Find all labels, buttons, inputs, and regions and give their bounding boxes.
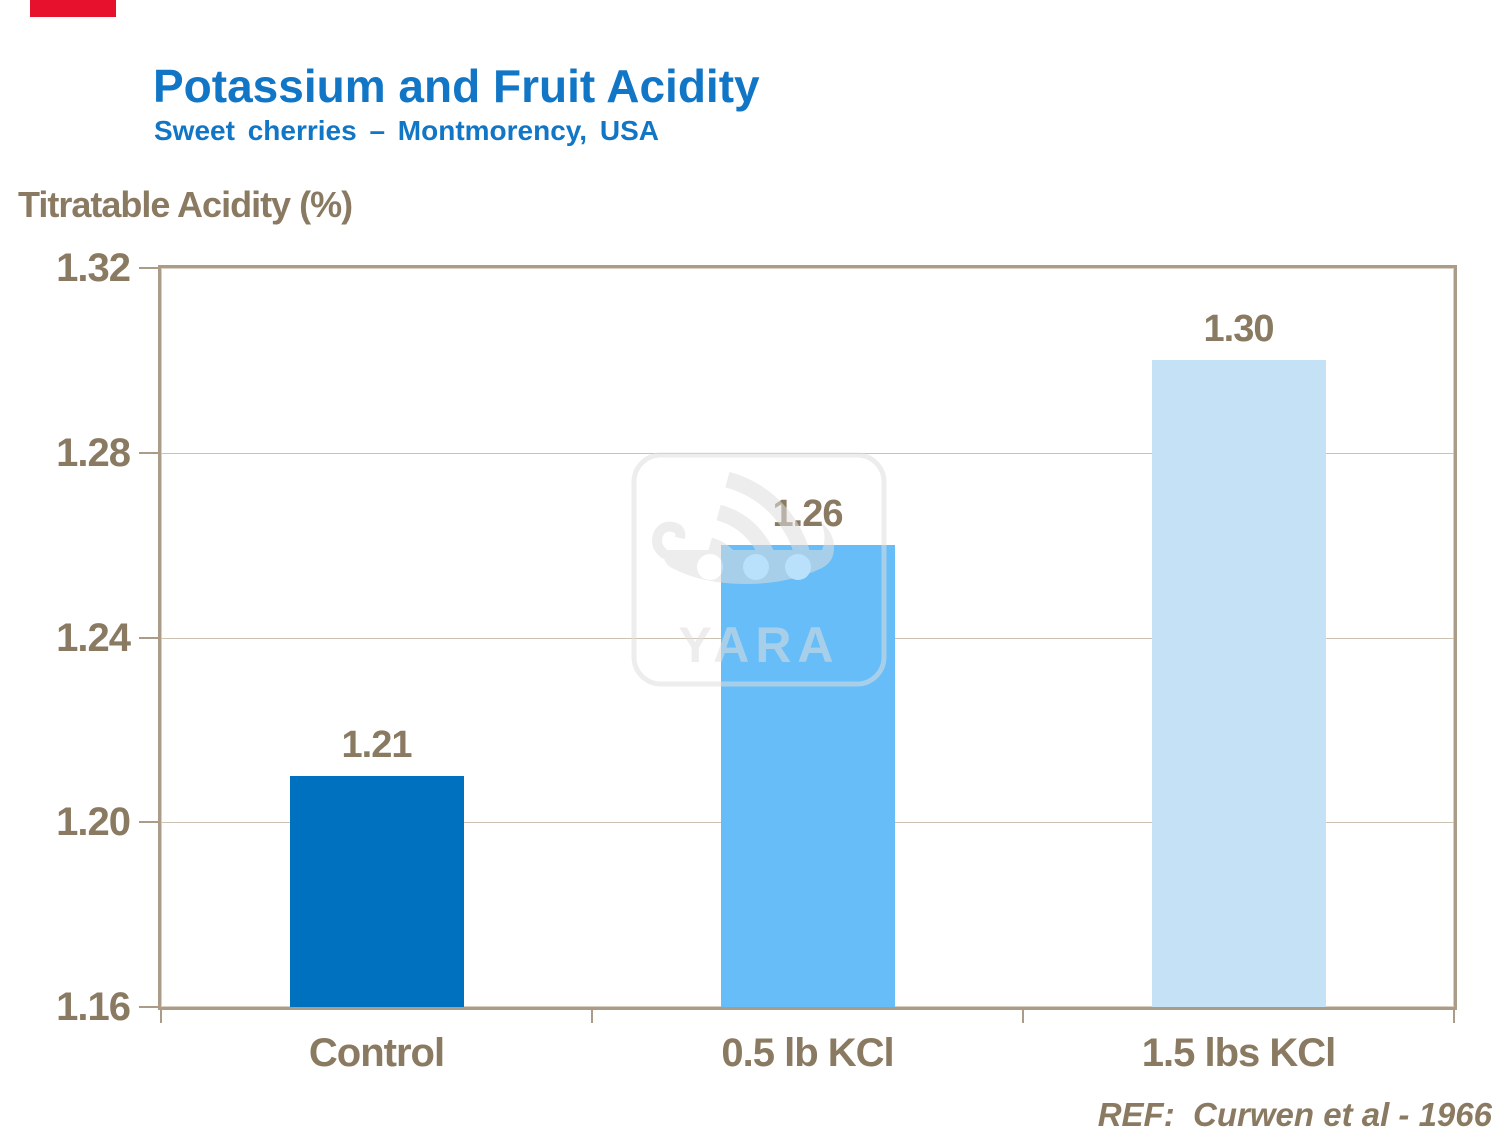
x-tick-mark-3 (1453, 1010, 1455, 1023)
reference-text: REF: Curwen et al - 1966 (1097, 1096, 1492, 1133)
y-tick-mark-1.24 (139, 636, 158, 639)
y-tick-mark-1.16 (139, 1006, 158, 1008)
bar-0-5-lb-kcl (720, 545, 895, 1007)
y-tick-mark-1.20 (139, 821, 158, 824)
x-tick-mark-0 (160, 1010, 162, 1023)
bar-value-label-1-5-lbs-kcl: 1.30 (1203, 308, 1275, 351)
y-tick-label-1.20: 1.20 (56, 800, 131, 845)
y-tick-label-1.16: 1.16 (56, 985, 131, 1029)
x-tick-mark-2 (1022, 1010, 1024, 1023)
chart-title: Potassium and Fruit Acidity (153, 60, 760, 112)
category-label-1-5-lbs-kcl: 1.5 lbs KCl (1141, 1031, 1337, 1075)
y-tick-mark-1.32 (139, 267, 158, 269)
viking-ship-icon (652, 471, 835, 584)
watermark-frame (631, 452, 887, 687)
bar-1-5-lbs-kcl (1151, 360, 1326, 1007)
red-accent-bar (30, 0, 116, 17)
chart-subtitle: Sweet cherries – Montmorency, USA (154, 115, 659, 146)
y-tick-label-1.32: 1.32 (56, 246, 131, 290)
category-label-control: Control (308, 1031, 445, 1075)
category-label-0-5-lb-kcl: 0.5 lb KCl (721, 1031, 894, 1075)
plot-area (158, 265, 1457, 1010)
y-tick-label-1.24: 1.24 (56, 615, 131, 660)
yara-watermark-logo: YARA (631, 452, 887, 687)
y-tick-mark-1.28 (139, 451, 158, 454)
bar-value-label-control: 1.21 (341, 724, 413, 767)
y-axis-title: Titratable Acidity (%) (18, 184, 353, 225)
y-tick-label-1.28: 1.28 (56, 430, 131, 475)
bar-control (289, 776, 464, 1007)
x-tick-mark-1 (591, 1010, 593, 1023)
watermark-text: YARA (678, 617, 839, 673)
